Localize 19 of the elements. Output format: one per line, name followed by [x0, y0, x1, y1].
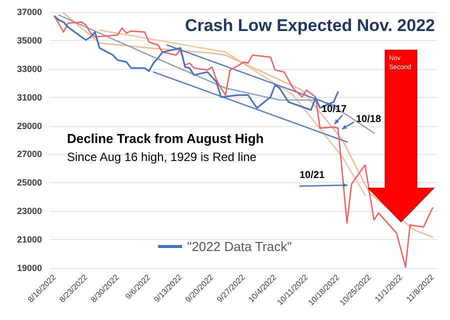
- y-tick-label: 37000: [16, 7, 42, 17]
- line-series: [62, 12, 434, 238]
- y-tick-label: 23000: [16, 206, 42, 216]
- y-tick-label: 19000: [16, 263, 42, 273]
- y-tick-label: 29000: [16, 120, 42, 131]
- annotation: 10/18: [356, 114, 382, 126]
- y-tick-label: 21000: [16, 234, 42, 245]
- y-tick-label: 25000: [16, 178, 42, 188]
- text: Decline Track from August High: [67, 131, 264, 146]
- chart-title: Crash Low Expected Nov. 2022: [184, 16, 436, 35]
- y-tick-label: 31000: [16, 92, 42, 102]
- annotation: 10/17: [322, 104, 347, 116]
- y-tick-label: 33000: [16, 64, 42, 74]
- y-tick-label: 27000: [16, 149, 42, 160]
- line-series: [54, 16, 434, 268]
- annotation: Since Aug 16 high, 1929 is Red line: [67, 150, 257, 164]
- legend-label: "2022 Data Track": [187, 239, 292, 254]
- y-tick-label: 35000: [16, 35, 42, 46]
- annotation: 10/21: [300, 170, 325, 182]
